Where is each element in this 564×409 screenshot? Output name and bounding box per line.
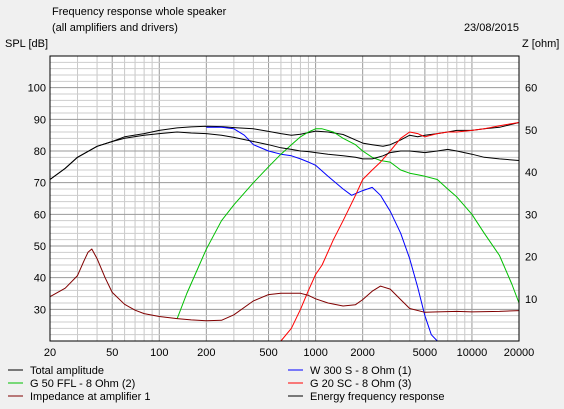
y-right-tick-label: 50 bbox=[525, 125, 537, 137]
legend-label: Energy frequency response bbox=[310, 391, 445, 403]
x-tick-label: 500 bbox=[259, 347, 277, 359]
y-right-tick-label: 30 bbox=[525, 209, 537, 221]
x-tick-label: 50 bbox=[106, 347, 118, 359]
series-line-energy-frequency-response bbox=[49, 131, 520, 180]
y-left-tick-label: 60 bbox=[34, 209, 46, 221]
y-left-tick-label: 100 bbox=[28, 83, 46, 95]
y-left-tick-label: 80 bbox=[34, 146, 46, 158]
legend-label: Impedance at amplifier 1 bbox=[30, 391, 150, 403]
x-tick-label: 10000 bbox=[457, 347, 488, 359]
y-left-tick-label: 70 bbox=[34, 178, 46, 190]
y-left-tick-label: 40 bbox=[34, 273, 46, 285]
x-tick-label: 100 bbox=[150, 347, 168, 359]
series-line-g-50-ffl-8-ohm-2 bbox=[176, 128, 520, 319]
series-line-impedance-at-amplifier-1 bbox=[49, 248, 520, 322]
chart-subtitle: (all amplifiers and drivers) bbox=[52, 22, 178, 34]
x-tick-label: 200 bbox=[197, 347, 215, 359]
x-tick-label: 2000 bbox=[350, 347, 374, 359]
plot-border bbox=[49, 55, 520, 342]
y-right-tick-label: 40 bbox=[525, 167, 537, 179]
series-line-w-300-s-8-ohm-1 bbox=[206, 126, 457, 342]
chart-title: Frequency response whole speaker bbox=[52, 6, 227, 18]
plot-area bbox=[50, 56, 519, 341]
y-right-tick-label: 20 bbox=[525, 252, 537, 264]
legend-label: G 50 FFL - 8 Ohm (2) bbox=[30, 378, 135, 390]
y-axis-label-left: SPL [dB] bbox=[5, 38, 48, 50]
chart-date: 23/08/2015 bbox=[464, 22, 519, 34]
y-axis-label-right: Z [ohm] bbox=[522, 38, 559, 50]
legend: Total amplitude W 300 S - 8 Ohm (1) G 50 F… bbox=[8, 365, 445, 403]
y-right-tick-label: 60 bbox=[525, 83, 537, 95]
y-left-tick-label: 50 bbox=[34, 241, 46, 253]
grid bbox=[50, 56, 519, 341]
series-line-g-20-sc-8-ohm-3 bbox=[280, 122, 520, 342]
x-tick-label: 20000 bbox=[504, 347, 535, 359]
legend-label: G 20 SC - 8 Ohm (3) bbox=[310, 378, 411, 390]
legend-label: Total amplitude bbox=[30, 365, 104, 377]
x-tick-label: 20 bbox=[44, 347, 56, 359]
tick-labels: 20 50 100 200 500 1000 2000 5000 10000 20000 30 40 5… bbox=[28, 83, 538, 359]
x-tick-label: 1000 bbox=[303, 347, 327, 359]
y-right-tick-label: 10 bbox=[525, 294, 537, 306]
x-tick-label: 5000 bbox=[413, 347, 437, 359]
series-group bbox=[49, 122, 520, 342]
y-left-tick-label: 90 bbox=[34, 114, 46, 126]
y-left-tick-label: 30 bbox=[34, 304, 46, 316]
legend-label: W 300 S - 8 Ohm (1) bbox=[310, 365, 411, 377]
